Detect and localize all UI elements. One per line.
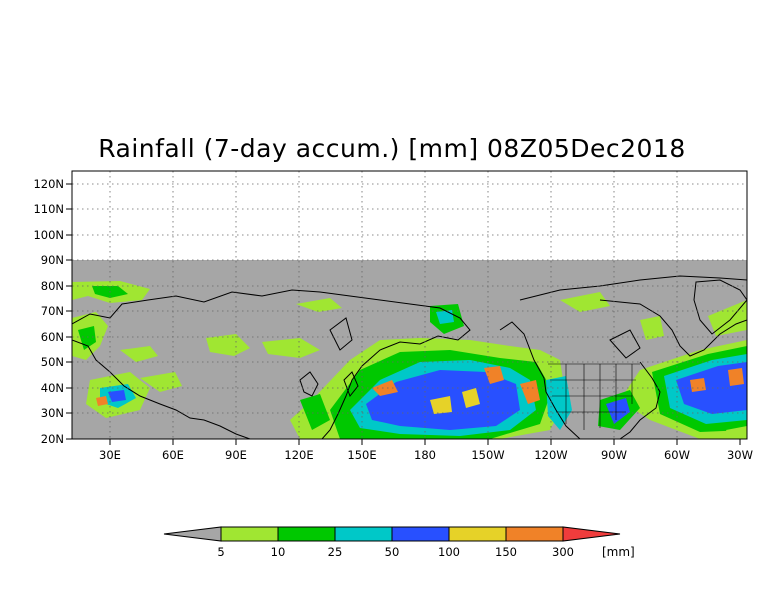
rain-patches: [72, 281, 747, 439]
lat-label: 40N: [41, 381, 64, 395]
map-title: Rainfall (7-day accum.) [mm] 08Z05Dec201…: [98, 134, 686, 163]
lat-label: 20N: [41, 432, 64, 446]
lon-label: 150E: [347, 448, 376, 462]
lat-label: 30N: [41, 406, 64, 420]
colorbar-tick-label: 300: [552, 545, 574, 559]
lon-label: 60W: [664, 448, 690, 462]
lat-label: 90N: [41, 253, 64, 267]
longitude-labels: 30E 60E 90E 120E 150E 180 150W 120W 90W …: [99, 448, 753, 462]
lat-label: 70N: [41, 304, 64, 318]
colorbar-high-arrow: [562, 526, 621, 542]
colorbar-legend: 5 10 25 50 100 150 300 [mm]: [163, 526, 635, 559]
lon-label: 90E: [225, 448, 247, 462]
lon-label: 60E: [162, 448, 184, 462]
lon-label: 180: [414, 448, 436, 462]
map-frame: [71, 170, 748, 440]
lat-label: 80N: [41, 279, 64, 293]
colorbar-tick-label: 100: [438, 545, 460, 559]
lon-label: 120E: [284, 448, 313, 462]
lat-label: 60N: [41, 330, 64, 344]
colorbar-tick-label: 5: [217, 545, 224, 559]
colorbar-tick-label: 25: [328, 545, 343, 559]
lon-label: 150W: [471, 448, 504, 462]
lon-label: 30W: [727, 448, 753, 462]
colorbar-tick-label: 150: [495, 545, 517, 559]
map-content: [72, 260, 747, 439]
colorbar-segment: [334, 526, 393, 542]
axis-ticks: [66, 183, 741, 445]
colorbar-segment: [220, 526, 279, 542]
lat-label: 100N: [33, 228, 64, 242]
colorbar-segment: [448, 526, 507, 542]
latitude-labels: 120N 110N 100N 90N 80N 70N 60N 50N 40N 3…: [33, 177, 64, 446]
colorbar-unit-label: [mm]: [602, 545, 635, 559]
lat-label: 50N: [41, 355, 64, 369]
colorbar-tick-label: 10: [271, 545, 286, 559]
lon-label: 90W: [601, 448, 627, 462]
colorbar-tick-label: 50: [385, 545, 400, 559]
lon-label: 120W: [534, 448, 567, 462]
colorbar-segment: [391, 526, 450, 542]
state-boundaries: [548, 363, 640, 430]
colorbar-low-arrow: [163, 526, 222, 542]
lat-label: 110N: [33, 202, 64, 216]
colorbar-segment: [277, 526, 336, 542]
lon-label: 30E: [99, 448, 121, 462]
lat-label: 120N: [33, 177, 64, 191]
colorbar-segment: [505, 526, 564, 542]
